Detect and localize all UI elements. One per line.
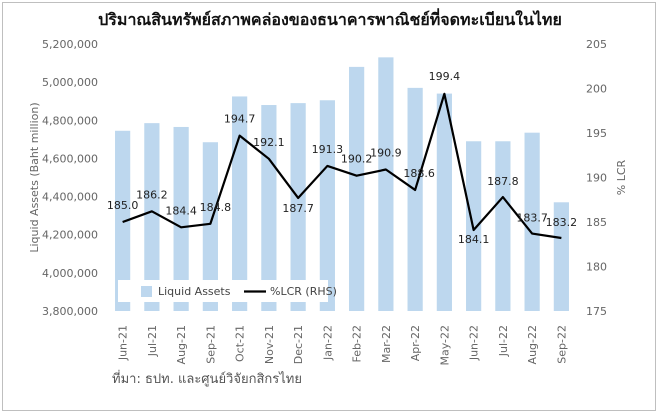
lcr-data-label: 192.1 [253, 136, 285, 149]
bar-Feb-22 [349, 66, 365, 311]
legend-label-line: %LCR (RHS) [270, 285, 337, 298]
x-tick-label: Jun-21 [117, 325, 130, 361]
lcr-data-label: 199.4 [429, 70, 461, 83]
lcr-data-label: 184.1 [458, 233, 490, 246]
lcr-data-label: 191.3 [312, 143, 344, 156]
left-axis-title: Liquid Assets (Baht million) [28, 102, 41, 252]
right-tick-label: 195 [586, 127, 607, 140]
bar-Aug-21 [173, 126, 189, 311]
legend-box [118, 280, 328, 302]
legend-label-bar: Liquid Assets [158, 285, 231, 298]
x-tick-label: Apr-22 [409, 325, 422, 361]
x-tick-label: Sep-22 [555, 325, 568, 364]
x-tick-label: Jan-22 [321, 325, 334, 361]
x-tick-label: Jun-22 [468, 325, 481, 361]
x-tick-label: Feb-22 [351, 325, 364, 362]
bar-Dec-21 [290, 103, 306, 311]
bar-Sep-21 [202, 142, 218, 311]
bar-Jan-22 [319, 100, 335, 311]
source-note: ที่มา: ธปท. และศูนย์วิจัยกสิกรไทย [112, 372, 302, 387]
x-tick-label: Aug-21 [175, 325, 188, 364]
x-tick-label: Aug-22 [526, 325, 539, 364]
lcr-data-label: 183.2 [546, 216, 578, 229]
bar-Mar-22 [378, 57, 394, 311]
right-tick-label: 190 [586, 172, 607, 185]
left-tick-label: 5,200,000 [42, 38, 98, 51]
lcr-data-label: 185.0 [107, 199, 139, 212]
right-tick-label: 205 [586, 38, 607, 51]
chart-title: ปริมาณสินทรัพย์สภาพคล่องของธนาคารพาณิชย์… [98, 10, 562, 29]
lcr-data-label: 184.4 [165, 204, 197, 217]
left-tick-label: 4,800,000 [42, 114, 98, 127]
bar-Jul-21 [144, 123, 160, 312]
x-tick-label: Dec-21 [292, 325, 305, 364]
legend-swatch-bar [141, 286, 152, 297]
x-tick-label: Nov-21 [263, 325, 276, 364]
x-tick-label: Oct-21 [234, 325, 247, 362]
bar-Jul-22 [495, 141, 511, 311]
lcr-line [122, 92, 562, 240]
x-tick-label: Mar-22 [380, 325, 393, 363]
lcr-data-label: 188.6 [403, 167, 435, 180]
left-tick-label: 4,600,000 [42, 152, 98, 165]
lcr-data-label: 183.7 [516, 212, 548, 225]
right-tick-label: 185 [586, 216, 607, 229]
bar-Aug-22 [524, 132, 540, 311]
lcr-data-label: 186.2 [136, 188, 168, 201]
left-tick-label: 3,800,000 [42, 305, 98, 318]
bar-Oct-21 [232, 96, 248, 311]
lcr-data-label: 194.7 [224, 113, 256, 126]
left-tick-label: 4,400,000 [42, 191, 98, 204]
right-tick-label: 180 [586, 261, 607, 274]
x-tick-label: May-22 [438, 325, 451, 366]
lcr-data-label: 187.8 [487, 175, 519, 188]
right-axis-title: % LCR [615, 159, 628, 195]
left-tick-label: 5,000,000 [42, 76, 98, 89]
bar-Apr-22 [407, 87, 423, 311]
lcr-data-label: 184.8 [200, 201, 232, 214]
x-tick-label: Jul-22 [497, 325, 510, 357]
left-tick-label: 4,000,000 [42, 267, 98, 280]
bar-May-22 [436, 93, 452, 311]
lcr-data-label: 190.2 [341, 153, 373, 166]
right-tick-label: 200 [586, 83, 607, 96]
left-tick-label: 4,200,000 [42, 229, 98, 242]
x-tick-label: Sep-21 [204, 325, 217, 364]
bar-Sep-22 [553, 202, 569, 311]
right-tick-label: 175 [586, 305, 607, 318]
lcr-data-label: 190.9 [370, 146, 402, 159]
x-tick-label: Jul-21 [146, 325, 159, 357]
lcr-data-label: 187.7 [282, 202, 314, 215]
